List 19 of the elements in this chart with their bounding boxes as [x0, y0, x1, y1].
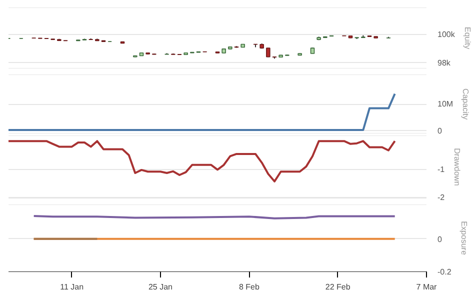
y-axis-title: Exposure — [459, 221, 468, 256]
y-axis-title: Capacity — [461, 88, 470, 120]
y-axis-title: Drawdown — [452, 148, 462, 186]
candlestick — [266, 47, 270, 58]
x-tick-label: 25 Jan — [148, 282, 173, 292]
y-tick-label: 10M — [438, 100, 454, 108]
y-axis-title: Equity — [462, 26, 472, 50]
line-series — [8, 140, 396, 182]
y-tick-label: 0 — [438, 234, 442, 244]
y-tick-label: 0 — [438, 126, 442, 136]
y-tick-label: -0.2 — [438, 268, 452, 276]
x-tick-label: 11 Jan — [60, 282, 84, 292]
y-tick-label: 100k — [438, 30, 456, 39]
x-tick-label: 22 Feb — [325, 282, 351, 292]
y-tick-label: -2 — [438, 193, 446, 202]
x-tick-label: 8 Feb — [238, 282, 260, 292]
x-tick-label: 7 Mar — [416, 282, 438, 292]
y-tick-label: -1 — [438, 165, 446, 174]
y-tick-label: 98k — [438, 58, 452, 68]
